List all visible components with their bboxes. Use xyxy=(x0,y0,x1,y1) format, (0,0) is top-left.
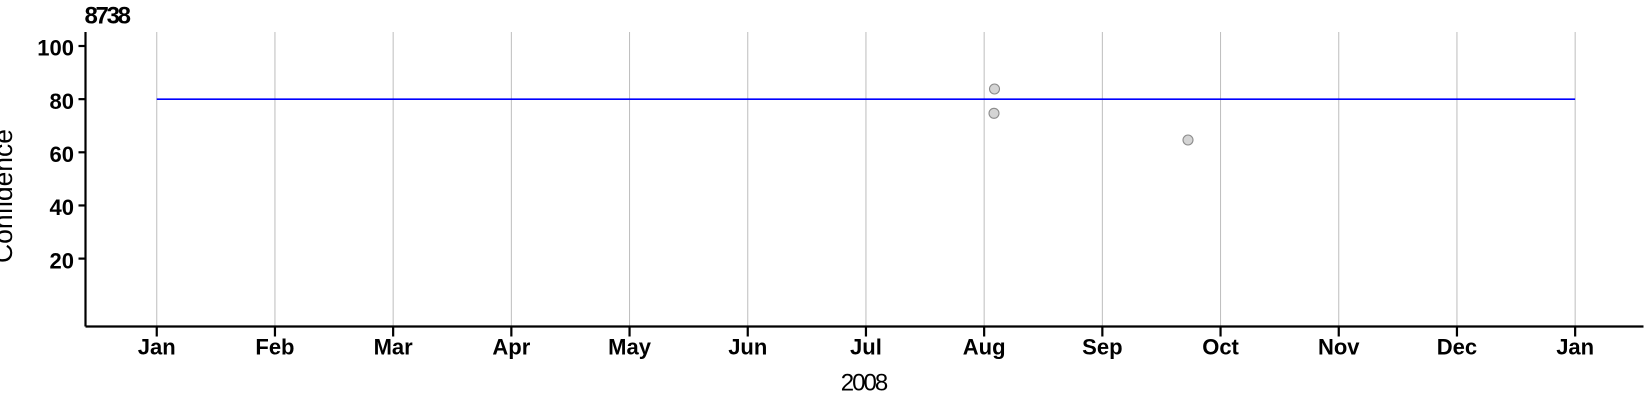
svg-text:Feb: Feb xyxy=(255,335,294,360)
svg-text:20: 20 xyxy=(50,248,74,273)
svg-text:May: May xyxy=(608,335,652,360)
svg-text:Jan: Jan xyxy=(138,335,176,360)
svg-text:8738: 8738 xyxy=(85,3,131,30)
svg-text:Jun: Jun xyxy=(728,335,767,360)
svg-text:80: 80 xyxy=(50,89,74,114)
svg-text:Confidence: Confidence xyxy=(0,129,18,263)
svg-text:40: 40 xyxy=(50,195,74,220)
svg-text:Sep: Sep xyxy=(1082,335,1122,360)
svg-text:Jan: Jan xyxy=(1556,335,1594,360)
svg-text:Jul: Jul xyxy=(850,335,882,360)
svg-text:Apr: Apr xyxy=(492,335,530,360)
svg-text:2008: 2008 xyxy=(841,370,888,397)
svg-text:Nov: Nov xyxy=(1318,335,1360,360)
svg-text:Aug: Aug xyxy=(963,335,1006,360)
svg-text:100: 100 xyxy=(37,36,74,61)
svg-text:Dec: Dec xyxy=(1437,335,1477,360)
svg-text:Mar: Mar xyxy=(374,335,414,360)
svg-text:60: 60 xyxy=(50,142,74,167)
svg-text:Oct: Oct xyxy=(1202,335,1239,360)
